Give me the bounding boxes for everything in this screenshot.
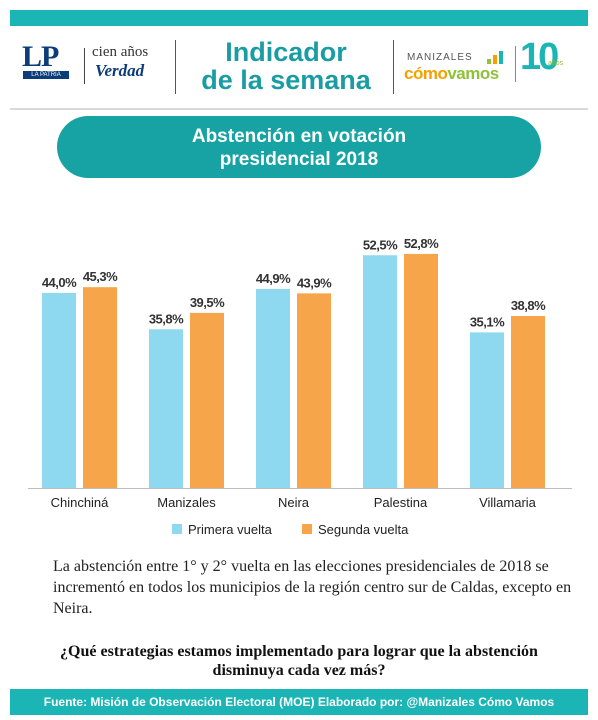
legend-swatch bbox=[172, 524, 182, 534]
data-label: 39,5% bbox=[190, 295, 225, 310]
data-label: 35,1% bbox=[470, 314, 505, 329]
header-divider bbox=[393, 40, 394, 94]
bar-primera-4 bbox=[470, 332, 504, 488]
bar-primera-0 bbox=[42, 292, 76, 488]
data-label: 38,8% bbox=[511, 298, 546, 313]
lp-logo-letters: LP bbox=[22, 40, 59, 73]
comovamos-logo-text: cómovamos bbox=[404, 64, 499, 84]
header-divider bbox=[175, 40, 176, 94]
ten-years-logo: 10 bbox=[520, 36, 559, 78]
manizales-label: MANIZALES bbox=[407, 52, 473, 63]
headline: Indicador de la semana bbox=[180, 38, 392, 94]
bar-segunda-0 bbox=[83, 287, 117, 488]
data-label: 43,9% bbox=[297, 275, 332, 290]
la-patria-logo: LP LA PATRIA bbox=[22, 40, 76, 84]
vamos-text: vamos bbox=[447, 64, 499, 83]
legend-label: Segunda vuelta bbox=[318, 522, 409, 537]
top-accent-bar bbox=[10, 10, 588, 26]
bar-segunda-4 bbox=[511, 315, 545, 488]
category-label: Palestina bbox=[374, 495, 428, 510]
data-label: 35,8% bbox=[149, 311, 184, 326]
header-divider bbox=[84, 48, 85, 84]
chart-title-line-2: presidencial 2018 bbox=[219, 149, 379, 170]
headline-line-2: de la semana bbox=[201, 65, 371, 95]
data-label: 52,8% bbox=[404, 236, 439, 251]
data-label: 45,3% bbox=[83, 269, 118, 284]
chart-title-line-1: Abstención en votación bbox=[191, 126, 407, 147]
source-footer: Fuente: Misión de Observación Electoral … bbox=[10, 689, 588, 715]
legend-swatch bbox=[302, 524, 312, 534]
como-text: cómo bbox=[404, 64, 448, 83]
bar-chart-icon bbox=[487, 50, 511, 64]
headline-line-1: Indicador bbox=[225, 37, 347, 67]
data-label: 44,0% bbox=[42, 275, 77, 290]
bar-segunda-1 bbox=[190, 312, 224, 488]
category-label: Neira bbox=[278, 495, 310, 510]
data-label: 44,9% bbox=[256, 271, 291, 286]
lp-logo-subtitle: LA PATRIA bbox=[23, 71, 69, 79]
summary-paragraph: La abstención entre 1° y 2° vuelta en la… bbox=[53, 558, 572, 617]
data-label: 52,5% bbox=[363, 237, 398, 252]
category-label: Chinchiná bbox=[51, 495, 110, 510]
header-divider bbox=[515, 46, 516, 82]
header bbox=[10, 26, 588, 110]
bar-primera-2 bbox=[256, 288, 290, 488]
chart-title-banner: Abstención en votación presidencial 2018 bbox=[57, 116, 541, 178]
question-text: ¿Qué estrategias estamos implementado pa… bbox=[60, 643, 538, 679]
category-label: Villamaria bbox=[479, 495, 537, 510]
cien-anos-text: cien años bbox=[92, 44, 149, 60]
bar-primera-3 bbox=[363, 255, 397, 488]
abstention-bar-chart: 44,0% 45,3% Chinchiná 35,8% 39,5% Manizales 44… bbox=[28, 236, 572, 537]
category-label: Manizales bbox=[157, 495, 216, 510]
legend-label: Primera vuelta bbox=[188, 522, 273, 537]
bar-segunda-2 bbox=[297, 293, 331, 488]
verdad-text: Verdad bbox=[95, 61, 145, 80]
bar-segunda-3 bbox=[404, 253, 438, 488]
bar-primera-1 bbox=[149, 329, 183, 488]
ten-years-label: años bbox=[548, 60, 564, 67]
chart-title: Abstención en votación presidencial 2018 bbox=[57, 125, 541, 171]
